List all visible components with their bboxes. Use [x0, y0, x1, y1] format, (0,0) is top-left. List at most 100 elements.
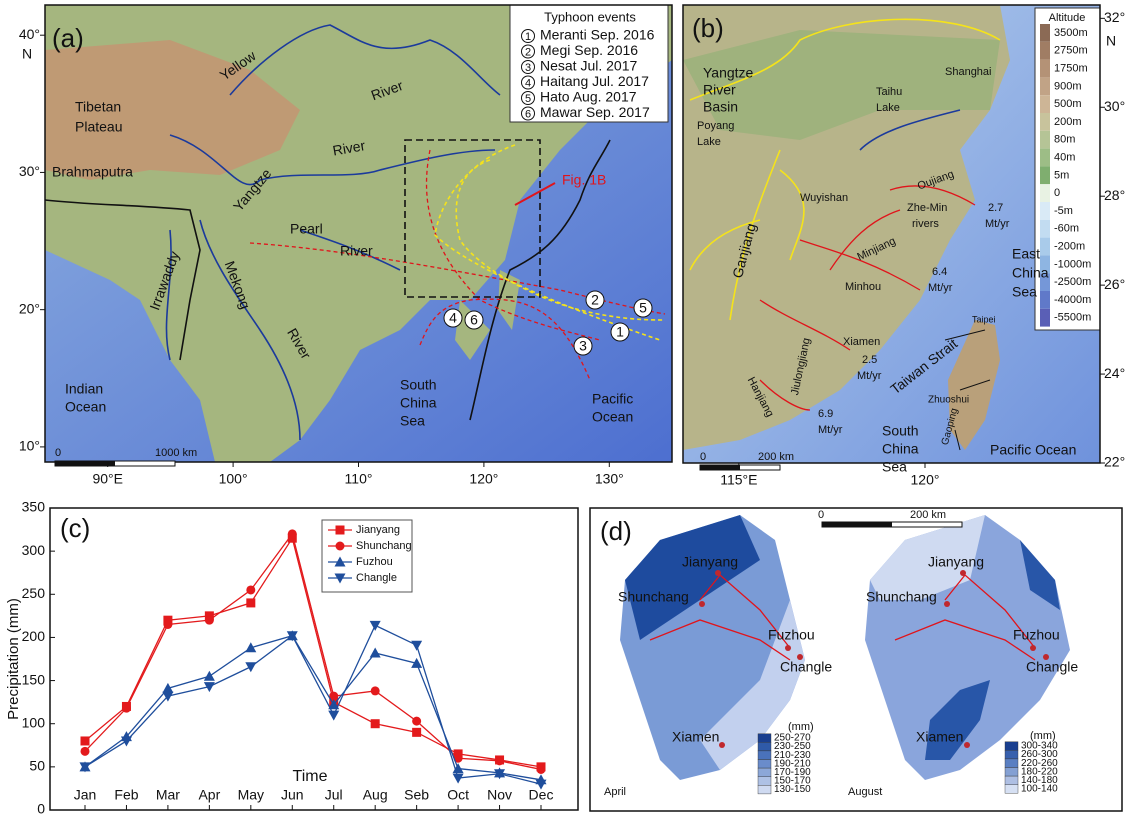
river: [944, 329, 991, 451]
legend-number: 2: [525, 46, 531, 58]
x-tick-label: Seb: [404, 787, 429, 803]
altitude-label: -200m: [1054, 241, 1085, 253]
lowland: [683, 30, 1000, 140]
panel-d: 250-270230-250210-230190-210170-190150-1…: [589, 507, 1123, 812]
class-swatch: [757, 767, 772, 777]
river: [299, 229, 401, 271]
altitude-swatch: [1040, 95, 1050, 113]
panel-c: (c) Time Precipitation (mm) 0 50 100 150 200…: [5, 499, 579, 814]
map-label: Wuyishan: [800, 192, 848, 204]
map-label: Pacific Ocean: [990, 442, 1076, 458]
altitude-swatch: [1040, 59, 1050, 78]
altitude-label: 5m: [1054, 169, 1069, 181]
lon-tick-label: 115°E: [720, 472, 757, 488]
legend-marker: [334, 556, 346, 567]
x-tick-label: Nov: [487, 787, 512, 803]
track-number: 5: [639, 300, 647, 316]
class-legends: 250-270230-250210-230190-210170-190150-1…: [757, 733, 1058, 795]
plate-boundary: [44, 199, 201, 361]
marker: [453, 753, 463, 763]
legend-title: Typhoon events: [544, 9, 636, 24]
station-label: Xiamen: [916, 729, 963, 745]
august-band: [925, 540, 1060, 760]
map-label: Tibetan: [75, 99, 121, 115]
lat-tick-label: 30°: [1104, 98, 1125, 114]
map-label: Poyang: [697, 120, 734, 132]
marker: [120, 736, 132, 747]
marker: [370, 686, 380, 696]
scale-label: 200 km: [758, 451, 794, 463]
legend-unit: (mm): [788, 721, 814, 733]
map-label: Lake: [697, 136, 721, 148]
map-label: Zhe-Min: [907, 202, 947, 214]
marker: [370, 719, 380, 729]
legend-badge: [521, 106, 535, 121]
y-tick-label: 200: [22, 628, 46, 644]
lat-tick-label: 28°: [1104, 187, 1125, 203]
legend-entry: Changle: [356, 572, 397, 584]
marker: [203, 682, 215, 693]
class-swatch: [757, 733, 772, 743]
lon-tick-label: 120°: [469, 471, 498, 487]
legend-marker: [334, 573, 346, 584]
lat-tick-label: 40°: [19, 26, 40, 42]
lon-tick-label: 110°: [345, 471, 373, 487]
river: [165, 229, 172, 361]
map-label: South: [882, 423, 919, 439]
legend-badge: [521, 29, 535, 43]
island: [455, 270, 520, 360]
altitude-swatch: [1040, 255, 1050, 274]
panel-a: (a) Typhoon events Tibetan Plateau Yello…: [22, 4, 673, 467]
class-label: 190-210: [774, 758, 811, 769]
marker: [79, 762, 91, 773]
legend-badge: [521, 60, 535, 74]
map-label: East: [1012, 246, 1040, 262]
marker: [369, 620, 381, 631]
x-tick-label: Mar: [156, 787, 180, 803]
legend-number: 5: [525, 93, 531, 105]
scale-bar: [55, 461, 115, 466]
class-label: 150-170: [774, 776, 811, 787]
map-label: Yangtze: [703, 65, 754, 81]
map-label: Pacific: [592, 391, 633, 407]
track-number: 1: [616, 324, 624, 340]
altitude-label: 200m: [1054, 116, 1082, 128]
marker: [495, 756, 505, 766]
y-tick-label: 50: [29, 758, 45, 774]
station-label: Jianyang: [928, 554, 984, 570]
lat-tick-label: 10°: [19, 438, 40, 454]
panel-label: (d): [600, 516, 632, 546]
scale-label: 1000 km: [155, 447, 197, 459]
map-label: Brahmaputra: [52, 164, 133, 180]
track-badge: [464, 310, 484, 330]
y-axis-title: Precipitation (mm): [5, 598, 22, 720]
map-label: Taihu: [876, 86, 902, 98]
marker: [162, 682, 174, 693]
altitude-swatch: [1040, 184, 1050, 202]
map-label: 6.9: [818, 408, 833, 420]
track-badge: [633, 298, 653, 318]
altitude-label: 3500m: [1054, 27, 1088, 39]
altitude-swatch: [1040, 291, 1050, 309]
river: [759, 185, 976, 411]
map-label: Shanghai: [945, 66, 992, 78]
y-tick-label: 100: [22, 714, 46, 730]
scale-label: 0: [818, 509, 824, 521]
marker: [452, 773, 464, 784]
x-tick-label: Jun: [281, 787, 304, 803]
plate-boundary: [469, 139, 611, 421]
panel-label: (b): [692, 13, 724, 43]
class-swatch: [1004, 750, 1019, 760]
map-label: Mt/yr: [857, 370, 882, 382]
y-tick-label: 150: [22, 671, 46, 687]
map-label: rivers: [912, 218, 939, 230]
river: [229, 24, 501, 96]
lat-tick-label: 20°: [19, 300, 40, 316]
track-badge: [610, 322, 630, 342]
map-label: Sea: [400, 413, 425, 429]
class-swatch: [757, 750, 772, 760]
typhoon-track: [434, 144, 661, 341]
legend-entry: Shunchang: [356, 540, 412, 552]
marker: [246, 585, 256, 595]
